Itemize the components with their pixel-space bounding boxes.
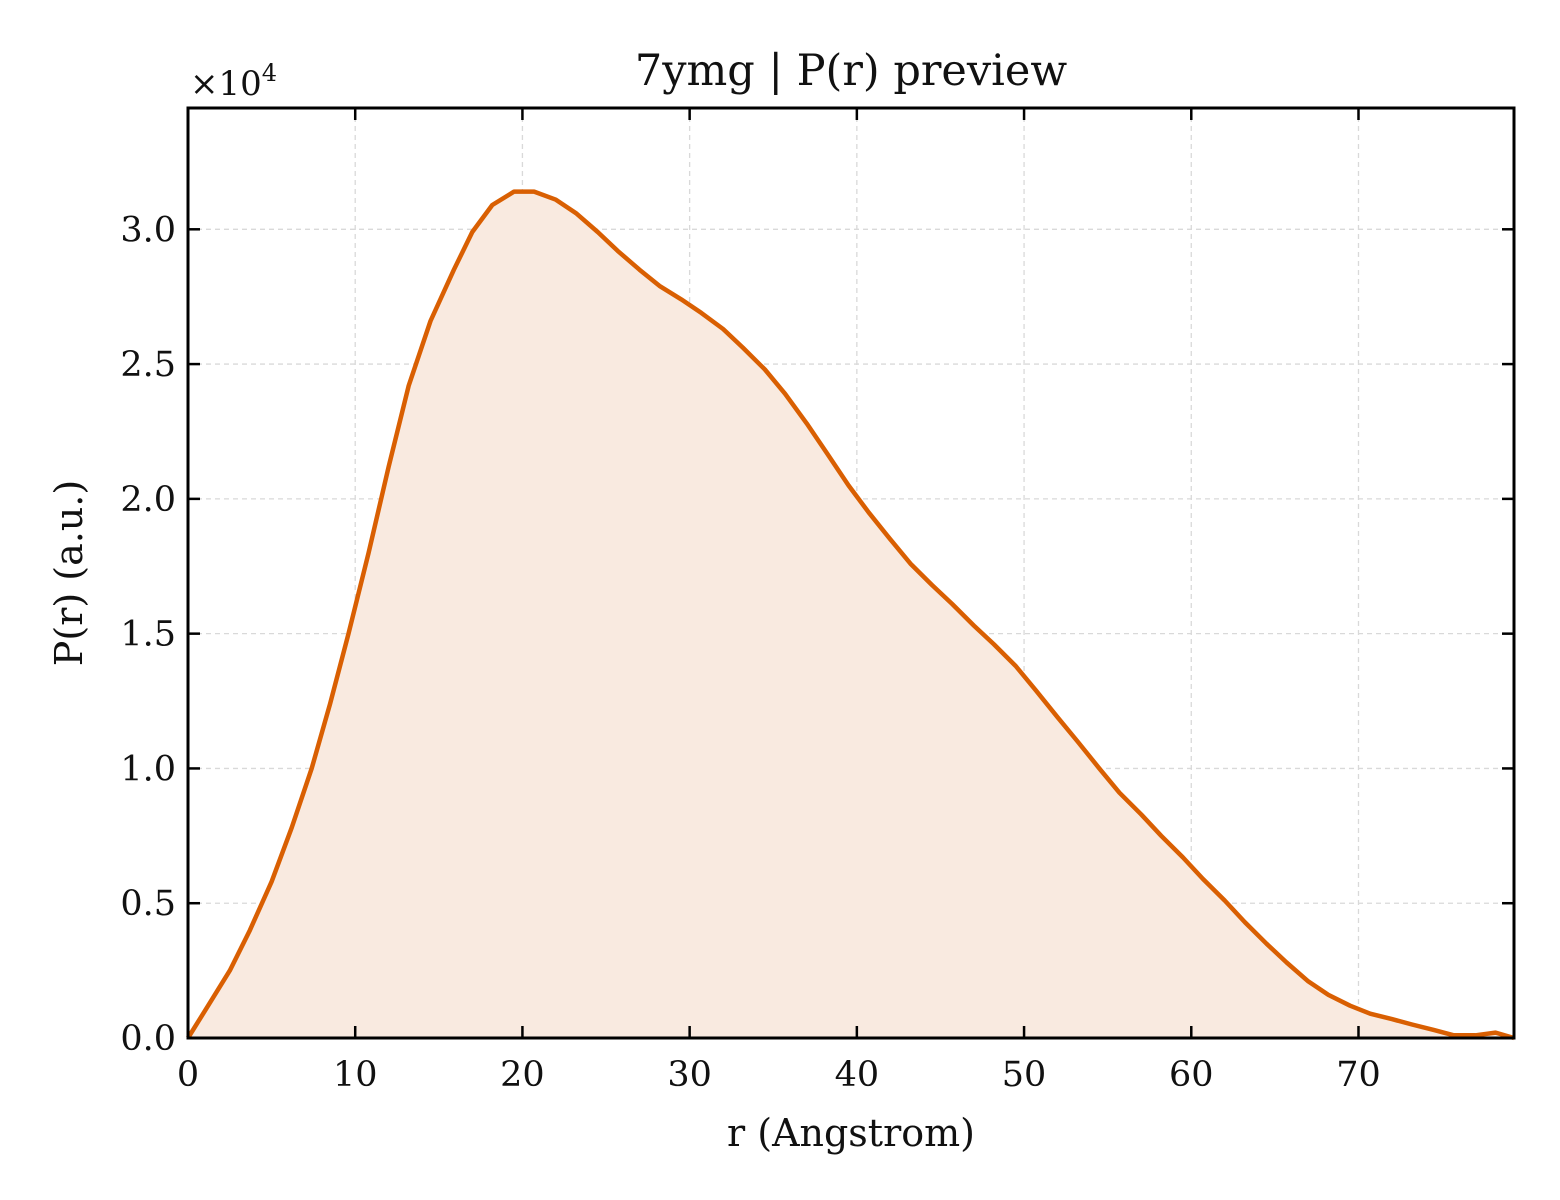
y-tick-label: 1.0 [120, 749, 176, 789]
y-multiplier-label: ×104 [190, 59, 277, 104]
x-axis-label: r (Angstrom) [727, 1111, 975, 1155]
x-tick-label: 60 [1169, 1055, 1214, 1095]
plot-frame [186, 106, 1516, 1040]
x-ticks: 0 10 20 30 40 50 60 70 [177, 108, 1381, 1095]
y-multiplier-base: ×10 [190, 64, 262, 104]
x-tick-label: 50 [1002, 1055, 1047, 1095]
y-tick-label: 2.5 [120, 345, 176, 385]
x-tick-label: 0 [177, 1055, 199, 1095]
x-tick-label: 10 [333, 1055, 378, 1095]
y-tick-label: 3.0 [120, 210, 176, 250]
y-tick-label: 0.0 [120, 1019, 176, 1059]
x-tick-label: 20 [500, 1055, 545, 1095]
chart-title: 7ymg | P(r) preview [635, 46, 1068, 96]
y-tick-label: 2.0 [120, 480, 176, 520]
pr-line-series [186, 189, 1515, 1041]
y-multiplier-exponent: 4 [262, 59, 277, 87]
x-tick-label: 70 [1336, 1055, 1381, 1095]
y-tick-label: 1.5 [120, 615, 176, 655]
x-tick-label: 40 [835, 1055, 880, 1095]
pr-area-fill [188, 191, 1514, 1039]
x-tick-label: 30 [667, 1055, 712, 1095]
y-axis-label: P(r) (a.u.) [47, 480, 91, 666]
y-tick-label: 0.5 [120, 884, 176, 924]
y-ticks: 0.0 0.5 1.0 1.5 2.0 2.5 3.0 [120, 210, 1514, 1059]
